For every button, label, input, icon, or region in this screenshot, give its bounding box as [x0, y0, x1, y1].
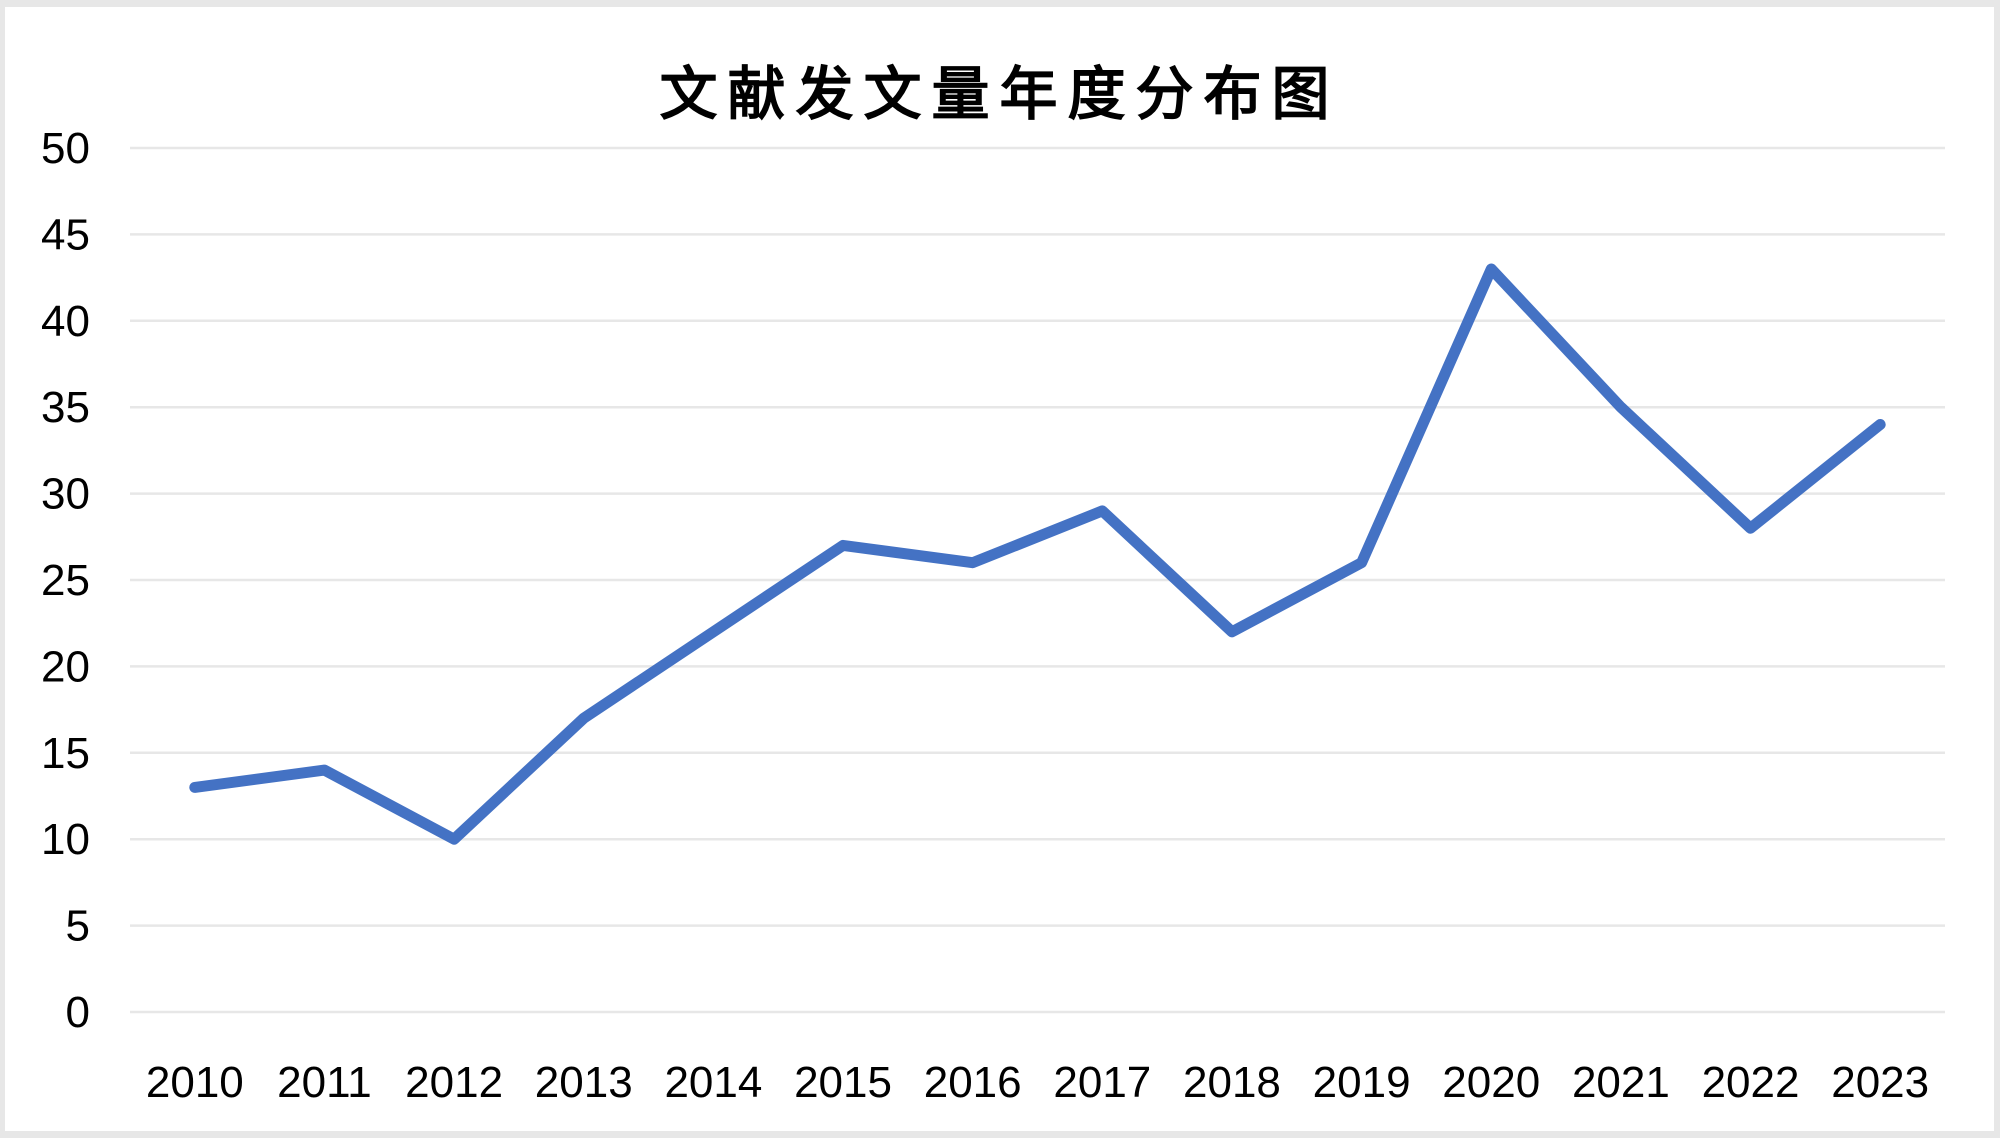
y-axis-tick-label-40: 40: [41, 297, 90, 346]
x-axis-tick-label-2015: 2015: [794, 1058, 892, 1107]
x-axis-tick-label-2014: 2014: [664, 1058, 762, 1107]
x-axis-tick-label-2023: 2023: [1831, 1058, 1929, 1107]
y-axis-tick-label-35: 35: [41, 383, 90, 432]
y-axis-tick-label-5: 5: [66, 902, 90, 951]
x-axis-tick-label-2011: 2011: [277, 1058, 372, 1107]
y-axis-tick-label-30: 30: [41, 470, 90, 519]
y-axis-tick-label-45: 45: [41, 210, 90, 259]
x-axis-tick-label-2018: 2018: [1183, 1058, 1281, 1107]
x-axis-tick-label-2012: 2012: [405, 1058, 503, 1107]
data-series-line: [189, 263, 1886, 845]
y-axis-tick-label-15: 15: [41, 729, 90, 778]
y-axis-tick-label-0: 0: [66, 988, 90, 1037]
x-axis-tick-label-2021: 2021: [1572, 1058, 1670, 1107]
y-axis-tick-label-25: 25: [41, 556, 90, 605]
x-axis-tick-label-2016: 2016: [924, 1058, 1022, 1107]
line-chart: 0 5 10 15 20 25 30 35 40 45 50 2010 2011 2012 2013 2014…: [41, 124, 1945, 1107]
chart-title: 文献发文量年度分布图: [659, 62, 1340, 127]
x-axis-tick-label-2013: 2013: [535, 1058, 633, 1107]
y-axis-tick-label-50: 50: [41, 124, 90, 173]
x-axis-tick-label-2020: 2020: [1442, 1058, 1540, 1107]
x-axis-tick-label-2017: 2017: [1053, 1058, 1151, 1107]
y-axis-tick-label-20: 20: [41, 642, 90, 691]
x-axis-tick-label-2019: 2019: [1313, 1058, 1411, 1107]
y-axis-tick-label-10: 10: [41, 815, 90, 864]
x-axis-tick-label-2010: 2010: [146, 1058, 244, 1107]
x-axis-tick-label-2022: 2022: [1702, 1058, 1800, 1107]
